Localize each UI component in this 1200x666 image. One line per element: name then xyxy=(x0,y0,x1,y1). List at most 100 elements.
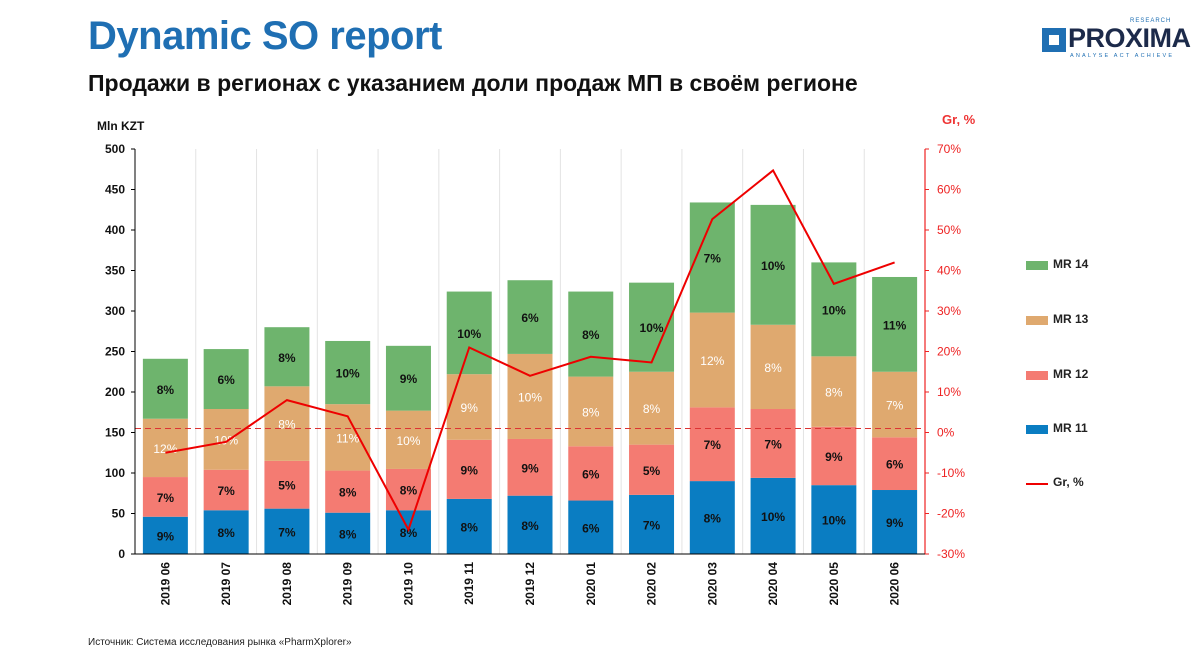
bar-segment xyxy=(385,345,431,411)
segment-data-label: 7% xyxy=(764,437,782,451)
segment-data-label: 7% xyxy=(643,518,661,532)
bar-segment xyxy=(325,340,371,405)
segment-data-label: 10% xyxy=(822,303,846,317)
segment-data-label: 8% xyxy=(582,405,600,419)
bar-segment xyxy=(264,327,310,387)
chart-segment-labels: 9% 7% 12% 8% 8% 7% 10% 6% 7% 5% 8% 8% 8% 8% 11% 10% 8% 8%… xyxy=(153,252,906,544)
y2-tick-label: 0% xyxy=(937,426,955,440)
segment-data-label: 10% xyxy=(640,321,664,335)
segment-data-label: 10% xyxy=(822,514,846,528)
bar-segment xyxy=(385,410,431,469)
y2-tick-label: 10% xyxy=(937,385,961,399)
x-tick-label: 2019 08 xyxy=(280,562,294,606)
segment-data-label: 8% xyxy=(400,526,418,540)
segment-data-label: 8% xyxy=(278,418,296,432)
legend-line-icon xyxy=(1026,483,1048,485)
segment-data-label: 11% xyxy=(336,431,359,445)
x-tick-label: 2019 11 xyxy=(462,562,476,605)
segment-data-label: 9% xyxy=(157,529,175,543)
legend-label: Gr, % xyxy=(1053,475,1084,489)
x-tick-label: 2019 07 xyxy=(219,562,233,606)
bar-segment xyxy=(568,500,614,554)
bar-segment xyxy=(142,516,188,554)
legend-swatch xyxy=(1026,316,1048,325)
bar-segment xyxy=(264,508,310,554)
bar-segment xyxy=(203,349,249,410)
y2-tick-label: 40% xyxy=(937,264,961,278)
bar-segment xyxy=(811,485,857,554)
bar-segment xyxy=(750,324,796,410)
logo-wordmark: PROXIMA xyxy=(1068,23,1191,53)
logo-research: RESEARCH xyxy=(1130,18,1172,24)
segment-data-label: 8% xyxy=(157,383,175,397)
bar-segment xyxy=(872,371,918,438)
segment-data-label: 12% xyxy=(700,354,724,368)
x-tick-label: 2020 03 xyxy=(705,562,719,606)
bar-segment xyxy=(689,481,735,554)
legend-label: MR 12 xyxy=(1053,367,1089,381)
segment-data-label: 8% xyxy=(339,527,357,541)
bar-segment xyxy=(203,469,249,511)
legend-swatch xyxy=(1026,371,1048,380)
bar-segment xyxy=(325,404,371,471)
bar-segment xyxy=(629,444,675,495)
page-subtitle: Продажи в регионах с указанием доли прод… xyxy=(88,70,858,96)
logo-mark-icon xyxy=(1042,28,1066,52)
segment-data-label: 8% xyxy=(521,519,539,533)
legend-label: MR 11 xyxy=(1053,421,1088,435)
legend-swatch xyxy=(1026,425,1048,434)
segment-data-label: 8% xyxy=(461,520,479,534)
segment-data-label: 7% xyxy=(704,252,722,266)
legend-item: MR 14 xyxy=(1026,257,1146,273)
bar-segment xyxy=(325,512,371,554)
segment-data-label: 5% xyxy=(278,479,296,493)
bar-segment xyxy=(811,426,857,486)
legend-item: MR 13 xyxy=(1026,312,1146,328)
legend-item: MR 12 xyxy=(1026,367,1146,383)
segment-data-label: 10% xyxy=(761,510,785,524)
segment-data-label: 9% xyxy=(825,450,843,464)
x-tick-label: 2019 12 xyxy=(523,562,537,606)
segment-data-label: 8% xyxy=(582,328,600,342)
y2-axis-label: Gr, % xyxy=(942,112,976,127)
bar-segment xyxy=(507,438,553,496)
segment-data-label: 8% xyxy=(704,512,722,526)
segment-data-label: 8% xyxy=(400,484,418,498)
segment-data-label: 6% xyxy=(582,467,600,481)
page-title: Dynamic SO report xyxy=(88,14,442,58)
chart-bars xyxy=(142,202,918,554)
proxima-logo: PROXIMA RESEARCH ANALYSE ACT ACHIEVE xyxy=(1042,18,1191,62)
bar-segment xyxy=(872,490,918,554)
segment-data-label: 6% xyxy=(217,373,235,387)
y-tick-label: 50 xyxy=(112,507,126,521)
bar-segment xyxy=(142,358,188,419)
bar-segment xyxy=(689,407,735,482)
y2-tick-label: -30% xyxy=(937,547,965,561)
segment-data-label: 7% xyxy=(157,491,175,505)
y-tick-label: 300 xyxy=(105,304,125,318)
y2-tick-label: -10% xyxy=(937,466,965,480)
segment-data-label: 10% xyxy=(761,259,785,273)
bar-segment xyxy=(264,460,310,509)
x-tick-label: 2020 02 xyxy=(645,562,659,606)
x-tick-label: 2020 01 xyxy=(584,562,598,606)
segment-data-label: 8% xyxy=(764,361,782,375)
segment-data-label: 10% xyxy=(396,434,420,448)
x-tick-label: 2019 06 xyxy=(158,562,172,606)
segment-data-label: 8% xyxy=(217,526,235,540)
legend-swatch xyxy=(1026,261,1048,270)
bar-segment xyxy=(872,276,918,372)
segment-data-label: 5% xyxy=(643,464,661,478)
y2-tick-label: 60% xyxy=(937,183,961,197)
segment-data-label: 7% xyxy=(278,525,296,539)
segment-data-label: 6% xyxy=(582,521,600,535)
bar-segment xyxy=(750,477,796,554)
bar-segment xyxy=(446,498,492,554)
y-axis-label: Mln KZT xyxy=(97,119,145,133)
x-tick-label: 2020 04 xyxy=(766,562,780,606)
source-note: Источник: Система исследования рынка «Ph… xyxy=(88,637,352,648)
bar-segment xyxy=(629,494,675,554)
y2-tick-label: 30% xyxy=(937,304,961,318)
segment-data-label: 9% xyxy=(886,516,904,530)
segment-data-label: 9% xyxy=(521,461,539,475)
